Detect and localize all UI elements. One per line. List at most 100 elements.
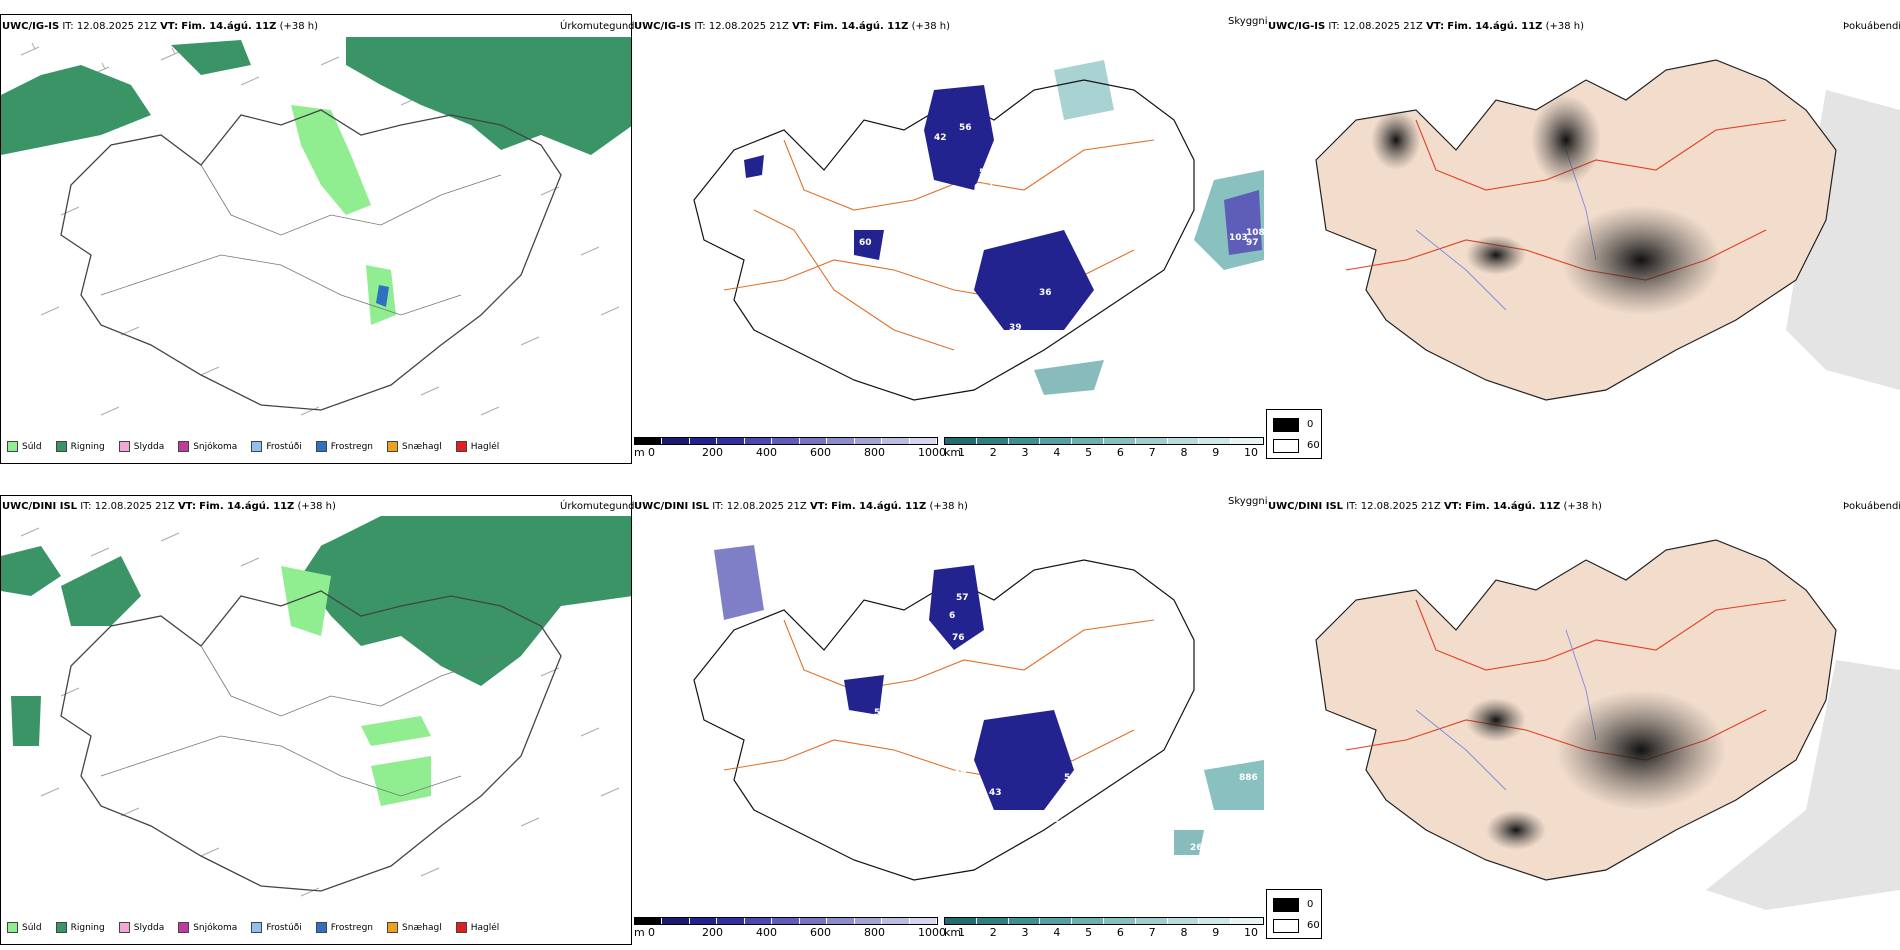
cloudbase-area-west (744, 155, 764, 178)
precip-legend: Súld Rigning Slydda Snjókoma Frostúði Frostre… (7, 922, 499, 933)
legend-swatch (251, 441, 263, 452)
colorbar-segment (1135, 918, 1168, 924)
lead-time: (+38 h) (911, 21, 951, 32)
cloud-title-2: Skyggni (1228, 496, 1268, 507)
visibility-value-label: 58 (1064, 773, 1077, 783)
visibility-value-label: 53 (1054, 818, 1067, 828)
drizzle-area-1 (361, 716, 431, 746)
legend-label: Snæhagl (402, 441, 442, 452)
visibility-value-label: 143 (1092, 768, 1111, 778)
it-label: IT: (1328, 21, 1340, 32)
colorbar-tick-label: 1 (958, 926, 965, 939)
colorbar-segment (1040, 918, 1073, 924)
rain-area-sw (11, 696, 41, 746)
cloudbase-area-1 (924, 85, 994, 190)
cloudbase-area-2 (974, 230, 1094, 330)
precip-legend-item: Súld (7, 441, 42, 452)
it-value: 12.08.2025 21Z (1360, 501, 1441, 512)
colorbar-tick-label: 2 (989, 926, 997, 939)
colorbar-tick-label: 600 (810, 926, 831, 939)
colorbar-segment (827, 918, 855, 924)
colorbar-segment (1040, 438, 1073, 444)
visibility-value-label: 83 (714, 213, 727, 223)
precip-legend-item: Snjókoma (178, 922, 237, 933)
fog-legend-1: 0 60 (1266, 409, 1322, 459)
visibility-value-label: 53 (919, 728, 932, 738)
legend-swatch (55, 922, 67, 933)
colorbar-tick-label: 10 (1244, 926, 1258, 939)
legend-label: Frostregn (330, 441, 374, 452)
iceland-outline (693, 79, 1195, 401)
visibility-value-label: 77 (899, 248, 912, 258)
fog-indicator-map-1 (1266, 30, 1900, 430)
colorbar-tick-label: 3 (1021, 446, 1029, 459)
vt-value: Fim. 14.ágú. 11Z (199, 501, 295, 512)
legend-label: Haglél (470, 922, 500, 933)
header-fog-2: UWC/DINI ISL IT: 12.08.2025 21Z VT: Fim.… (1268, 501, 1602, 513)
fog-area-central (1556, 690, 1726, 810)
lead-time: (+38 h) (1563, 501, 1602, 512)
colorbar-tick-label: 400 (756, 446, 777, 459)
precip-title-2: Úrkomutegund (560, 501, 635, 512)
cloudbase-area-2 (974, 710, 1074, 810)
colorbar-tick-label: 200 (702, 446, 723, 459)
fog-sea-east (1706, 660, 1900, 910)
visibility-area-east (1204, 760, 1264, 810)
vt-label: VT: (177, 501, 196, 512)
precip-legend-item: Slydda (118, 441, 164, 452)
fog-title-2: Þokuábendi (1843, 501, 1900, 512)
fog-map-svg-2 (1315, 539, 1900, 910)
colorbar-segment (945, 918, 977, 924)
colorbar-segment (717, 438, 745, 444)
vt-value: Fim. 14.ágú. 11Z (831, 501, 927, 512)
visibility-value-label: 42 (934, 133, 947, 143)
visibility-value-label: 57 (956, 593, 969, 603)
visibility-value-label: 52 (837, 361, 850, 371)
model-name: UWC/DINI ISL (634, 501, 710, 512)
colorbar-segment (744, 438, 773, 444)
fog-indicator-map-2 (1266, 510, 1900, 910)
vt-label: VT: (160, 21, 179, 32)
vt-value: Fim. 14.ágú. 11Z (813, 21, 909, 32)
colorbar-tick-label: 10 (1244, 446, 1258, 459)
visibility-value-label: 103 (1229, 233, 1248, 243)
legend-swatch (387, 922, 399, 933)
colorbar-segment (635, 918, 663, 924)
visibility-value-label: 38 (986, 323, 999, 333)
precip-title-1: Úrkomutegund (560, 21, 635, 32)
roads (723, 619, 1155, 781)
rain-area-north (301, 516, 631, 686)
it-value: 12.08.2025 21Z (76, 21, 157, 32)
legend-label: Frostúði (266, 441, 302, 452)
legend-label: Snjókoma (193, 922, 238, 933)
it-label: IT: (712, 501, 724, 512)
colorbar-tick-label: 6 (1116, 926, 1124, 939)
rain-area-nw (61, 556, 141, 626)
colorbar-segment (1231, 438, 1263, 444)
vt-value: Fim. 14.ágú. 11Z (1447, 21, 1543, 32)
visibility-value-label: 49 (949, 748, 962, 758)
vt-value: Fim. 14.ágú. 11Z (181, 21, 277, 32)
colorbar-tick-label: 4 (1053, 446, 1061, 459)
colorbar-tick-label: 5 (1085, 446, 1093, 459)
legend-label: Rigning (70, 922, 105, 933)
vt-value: Fim. 14.ágú. 11Z (1465, 501, 1561, 512)
visibility-area-south (1034, 360, 1104, 395)
iceland-outline (693, 559, 1195, 881)
precip-legend-item: Snæhagl (387, 441, 442, 452)
fog-legend-60: 60 (1307, 440, 1320, 451)
precip-legend-item: Slydda (118, 922, 164, 933)
colorbar-tick-label: 8 (1180, 926, 1188, 939)
colorbar-segment (1103, 438, 1136, 444)
colorbar-segment (689, 918, 718, 924)
visibility-area-south (1174, 830, 1204, 855)
fog-legend-2: 0 60 (1266, 889, 1322, 939)
colorbar-segment (1072, 918, 1104, 924)
colorbar-unit: km (944, 926, 962, 939)
roads (100, 645, 502, 797)
colorbar-segment (1072, 438, 1104, 444)
colorbar-segment (827, 438, 855, 444)
legend-swatch (315, 441, 327, 452)
visibility-value-label: 49 (954, 768, 967, 778)
